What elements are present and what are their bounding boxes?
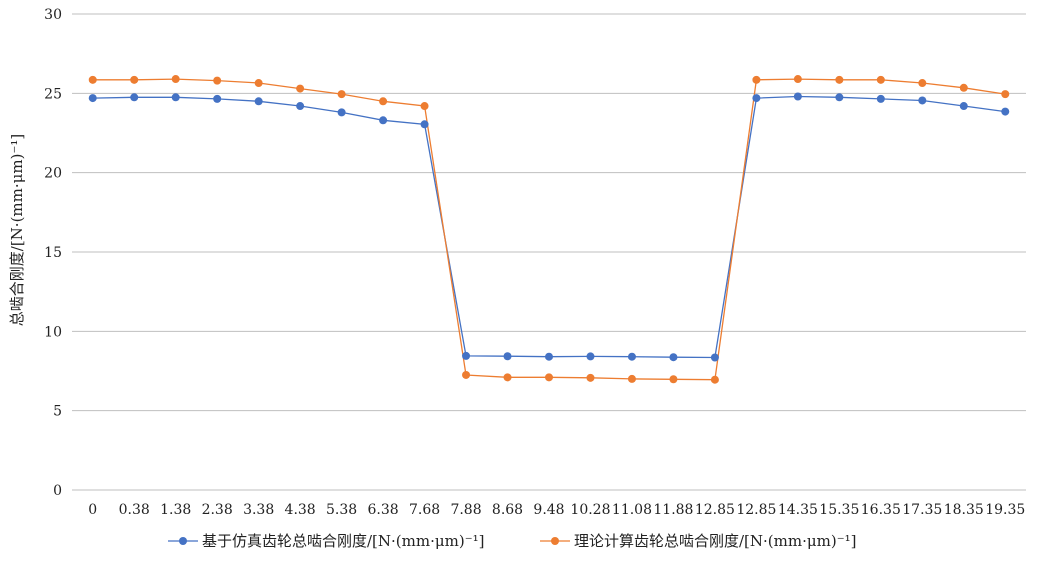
data-point-series-1	[752, 94, 761, 103]
x-tick-label: 12.85	[736, 502, 776, 518]
x-tick-label: 4.38	[285, 502, 316, 518]
data-point-series-2	[752, 75, 761, 84]
data-point-series-1	[130, 93, 139, 102]
data-point-series-2	[545, 373, 553, 382]
data-point-series-2	[337, 90, 346, 99]
data-point-series-2	[503, 373, 512, 382]
data-point-series-2	[130, 75, 139, 84]
x-tick-label: 0	[88, 502, 97, 518]
series-points	[88, 75, 1010, 384]
data-point-series-2	[379, 97, 388, 106]
data-point-series-1	[296, 102, 305, 111]
data-point-series-1	[918, 96, 927, 105]
x-tick-label: 6.38	[368, 502, 399, 518]
data-point-series-1	[959, 102, 968, 111]
data-point-series-1	[379, 116, 388, 125]
x-tick-label: 10.28	[570, 502, 610, 518]
x-tick-label: 14.35	[778, 502, 818, 518]
x-tick-label: 7.88	[450, 502, 481, 518]
x-tick-label: 9.48	[533, 502, 564, 518]
x-tick-label: 8.68	[492, 502, 523, 518]
data-point-series-1	[503, 352, 512, 361]
data-point-series-2	[710, 375, 719, 384]
y-tick-label: 5	[53, 404, 62, 420]
x-tick-label: 11.08	[612, 502, 652, 518]
data-point-series-2	[254, 79, 263, 88]
x-tick-label: 12.85	[695, 502, 735, 518]
data-point-series-1	[88, 94, 97, 103]
data-point-series-2	[88, 75, 97, 84]
x-tick-label: 18.35	[944, 502, 984, 518]
legend: 基于仿真齿轮总啮合刚度/[N·(mm·μm)⁻¹] 理论计算齿轮总啮合刚度/[N·…	[168, 532, 856, 550]
data-point-series-2	[669, 375, 678, 384]
data-point-series-1	[337, 108, 346, 117]
data-point-series-2	[1001, 90, 1010, 99]
data-point-series-2	[835, 75, 844, 84]
data-point-series-1	[171, 93, 180, 102]
data-point-series-2	[876, 75, 885, 84]
data-point-series-1	[710, 353, 719, 362]
series-line-2	[92, 78, 1006, 381]
data-point-series-1	[1001, 107, 1010, 116]
data-point-series-2	[171, 75, 180, 84]
data-point-series-1	[254, 97, 263, 106]
y-tick-label: 10	[44, 324, 62, 340]
legend-marker-2	[551, 537, 559, 545]
x-tick-label: 19.35	[985, 502, 1025, 518]
data-point-series-2	[959, 83, 968, 92]
series-line-1	[92, 95, 1006, 359]
x-tick-label: 1.38	[160, 502, 191, 518]
x-tick-label: 11.88	[653, 502, 693, 518]
data-point-series-2	[420, 102, 429, 111]
y-tick-label: 25	[44, 86, 62, 102]
data-point-series-1	[669, 353, 678, 362]
legend-label-1: 基于仿真齿轮总啮合刚度/[N·(mm·μm)⁻¹]	[202, 532, 484, 550]
data-point-series-1	[627, 352, 636, 361]
y-axis-ticks: 0 5 10 15 20 25 30	[44, 7, 62, 499]
series-lines	[92, 78, 1006, 381]
y-axis-label: 总啮合刚度/[N·(mm·μm)⁻¹]	[8, 134, 26, 326]
x-tick-label: 2.38	[202, 502, 233, 518]
data-point-series-2	[627, 374, 636, 383]
data-point-series-2	[296, 84, 305, 93]
data-point-series-1	[462, 351, 471, 360]
y-tick-label: 30	[44, 7, 62, 23]
legend-label-2: 理论计算齿轮总啮合刚度/[N·(mm·μm)⁻¹]	[574, 532, 856, 550]
x-tick-label: 17.35	[902, 502, 942, 518]
x-tick-label: 15.35	[819, 502, 859, 518]
data-point-series-2	[213, 76, 222, 85]
data-point-series-1	[586, 352, 595, 361]
x-tick-label: 3.38	[243, 502, 274, 518]
data-point-series-1	[545, 352, 553, 361]
x-tick-label: 0.38	[119, 502, 150, 518]
y-tick-label: 15	[44, 245, 62, 261]
x-tick-label: 5.38	[326, 502, 357, 518]
data-point-series-1	[876, 94, 885, 103]
data-point-series-2	[462, 370, 471, 379]
x-tick-label: 7.68	[409, 502, 440, 518]
data-point-series-2	[918, 79, 927, 88]
x-axis-ticks: 0 0.38 1.38 2.38 3.38 4.38 5.38 6.38 7.68 7.88 8.6…	[88, 502, 1025, 518]
data-point-series-2	[793, 75, 802, 84]
legend-marker-1	[179, 537, 187, 545]
y-tick-label: 0	[53, 483, 62, 499]
x-tick-label: 16.35	[861, 502, 901, 518]
data-point-series-1	[420, 120, 429, 129]
gridlines	[72, 13, 1026, 491]
data-point-series-1	[793, 92, 802, 101]
data-point-series-1	[835, 93, 844, 102]
data-point-series-1	[213, 94, 222, 103]
data-point-series-2	[586, 373, 595, 382]
y-tick-label: 20	[44, 166, 62, 182]
